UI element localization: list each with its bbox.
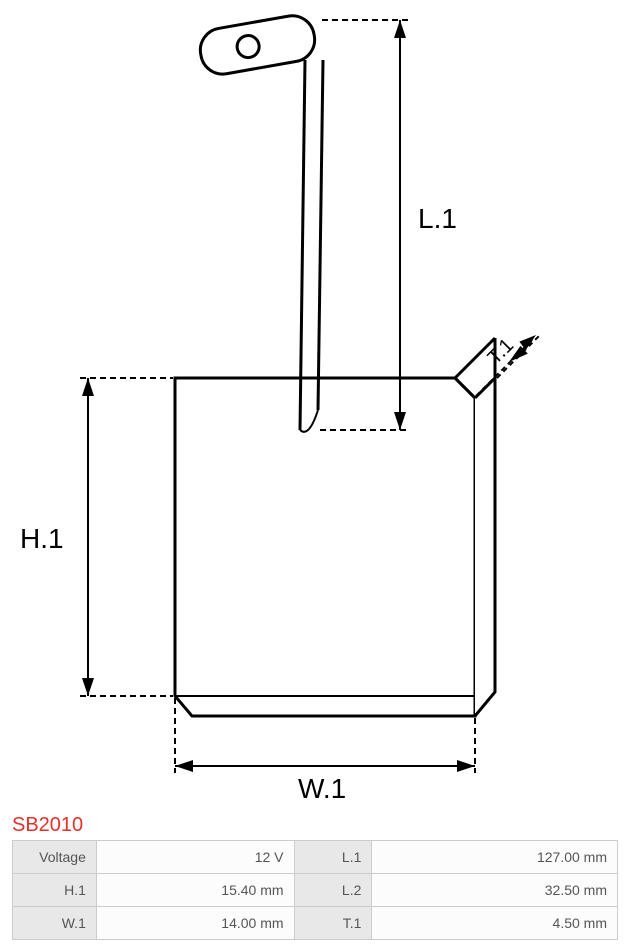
spec-value: 15.40 mm [96, 874, 294, 907]
connector-terminal [197, 12, 318, 77]
spec-label: L.1 [294, 841, 372, 874]
table-row: W.1 14.00 mm T.1 4.50 mm [13, 907, 618, 940]
top-edge [175, 338, 495, 378]
right-chamfer [475, 378, 495, 716]
spec-value: 32.50 mm [372, 874, 618, 907]
spec-value: 12 V [96, 841, 294, 874]
label-w1: W.1 [298, 773, 346, 804]
table-row: H.1 15.40 mm L.2 32.50 mm [13, 874, 618, 907]
label-t1: T.1 [484, 334, 518, 368]
table-row: Voltage 12 V L.1 127.00 mm [13, 841, 618, 874]
spec-label: T.1 [294, 907, 372, 940]
label-h1: H.1 [20, 523, 64, 554]
brush-front-face [175, 378, 475, 716]
spec-value: 4.50 mm [372, 907, 618, 940]
spec-table: Voltage 12 V L.1 127.00 mm H.1 15.40 mm … [12, 840, 618, 940]
wire-right [318, 60, 323, 410]
technical-diagram: H.1 W.1 L.1 T.1 [0, 0, 632, 810]
wire-left [300, 60, 305, 430]
label-l1: L.1 [418, 203, 457, 234]
spec-label: W.1 [13, 907, 97, 940]
part-number-title: SB2010 [12, 814, 83, 837]
spec-label: L.2 [294, 874, 372, 907]
spec-value: 127.00 mm [372, 841, 618, 874]
diagram-svg: H.1 W.1 L.1 T.1 [0, 0, 632, 810]
spec-value: 14.00 mm [96, 907, 294, 940]
spec-label: Voltage [13, 841, 97, 874]
spec-label: H.1 [13, 874, 97, 907]
